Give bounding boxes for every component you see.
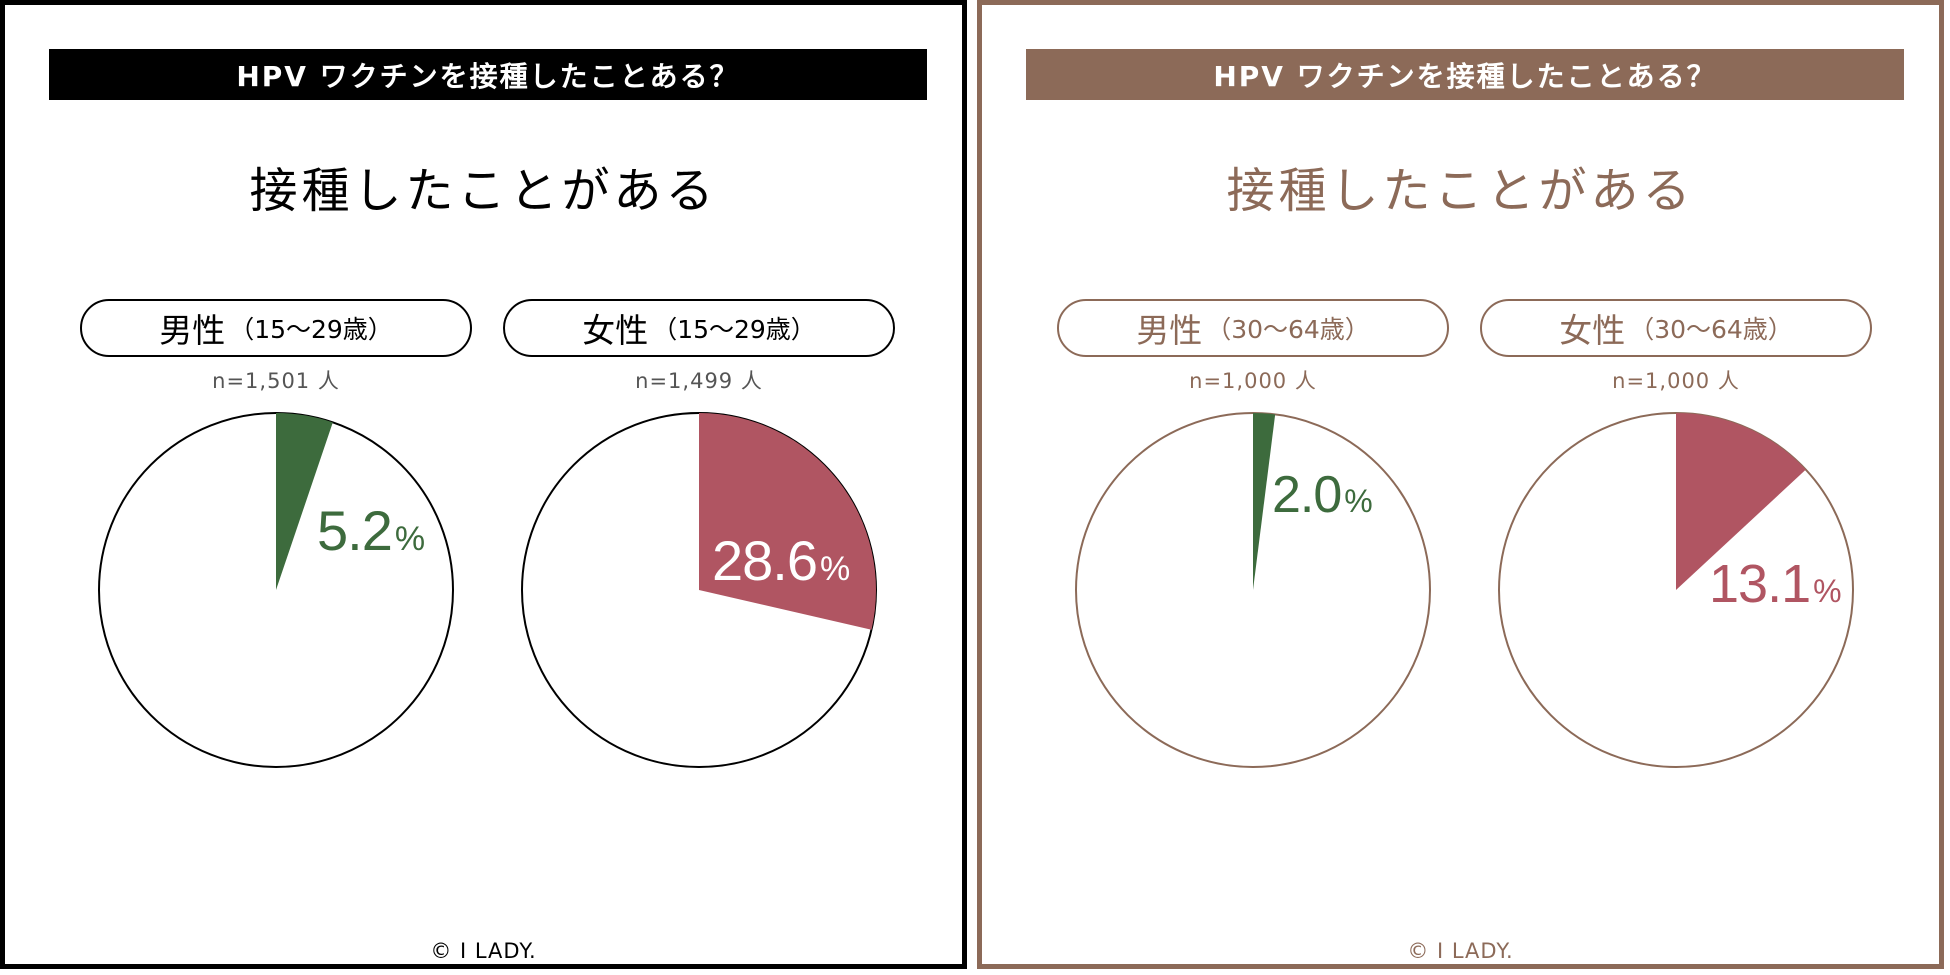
male-group-label: 男性 （15〜29歳） bbox=[80, 299, 472, 357]
pie-slice-male bbox=[1253, 413, 1276, 590]
male-gender-text: 男性 bbox=[1136, 311, 1203, 350]
panel-15-29: HPV ワクチンを接種したことある？ 接種したことがある 男性 （15〜29歳） … bbox=[0, 0, 967, 969]
female-gender-text: 女性 bbox=[1559, 311, 1626, 350]
female-group-label: 女性 （15〜29歳） bbox=[503, 299, 895, 357]
data-label-number: 13.1 bbox=[1709, 554, 1810, 614]
pie-slice-female bbox=[1676, 413, 1806, 590]
data-label-unit: % bbox=[395, 520, 425, 558]
copyright-footer: © I LADY. bbox=[430, 939, 537, 963]
female-group-label: 女性 （30〜64歳） bbox=[1480, 299, 1872, 357]
data-label-female: 28.6% bbox=[712, 529, 850, 592]
female-sample-size: n=1,499 人 bbox=[635, 369, 763, 393]
copyright-footer: © I LADY. bbox=[1407, 939, 1514, 963]
data-label-number: 5.2 bbox=[317, 499, 392, 562]
female-age-text: （15〜29歳） bbox=[652, 315, 816, 344]
banner-title: HPV ワクチンを接種したことある？ bbox=[1026, 49, 1904, 100]
male-group-label: 男性 （30〜64歳） bbox=[1057, 299, 1449, 357]
male-age-text: （30〜64歳） bbox=[1206, 315, 1370, 344]
data-label-male: 5.2% bbox=[317, 499, 425, 562]
panel-30-64: HPV ワクチンを接種したことある？ 接種したことがある 男性 （30〜64歳） … bbox=[977, 0, 1944, 969]
female-age-text: （30〜64歳） bbox=[1629, 315, 1793, 344]
male-sample-size: n=1,000 人 bbox=[1189, 369, 1317, 393]
male-gender-text: 男性 bbox=[159, 311, 226, 350]
chart-subtitle: 接種したことがある bbox=[1226, 163, 1695, 219]
data-label-male: 2.0% bbox=[1272, 466, 1373, 524]
data-label-unit: % bbox=[1813, 573, 1841, 609]
chart-subtitle: 接種したことがある bbox=[249, 163, 718, 219]
pie-slice-male bbox=[276, 413, 333, 590]
banner-title: HPV ワクチンを接種したことある？ bbox=[49, 49, 927, 100]
pie-chart-30-64: 2.0%13.1% bbox=[1075, 412, 1854, 768]
male-age-text: （15〜29歳） bbox=[229, 315, 393, 344]
data-label-unit: % bbox=[820, 550, 850, 588]
data-label-number: 2.0 bbox=[1272, 466, 1341, 524]
pie-slice-female bbox=[699, 413, 876, 630]
male-sample-size: n=1,501 人 bbox=[212, 369, 340, 393]
pie-chart-male-15-29: 5.2% 28.6% bbox=[98, 412, 877, 768]
female-sample-size: n=1,000 人 bbox=[1612, 369, 1740, 393]
female-gender-text: 女性 bbox=[582, 311, 649, 350]
data-label-number: 28.6 bbox=[712, 529, 817, 592]
data-label-female: 13.1% bbox=[1709, 554, 1842, 614]
data-label-unit: % bbox=[1344, 483, 1372, 519]
